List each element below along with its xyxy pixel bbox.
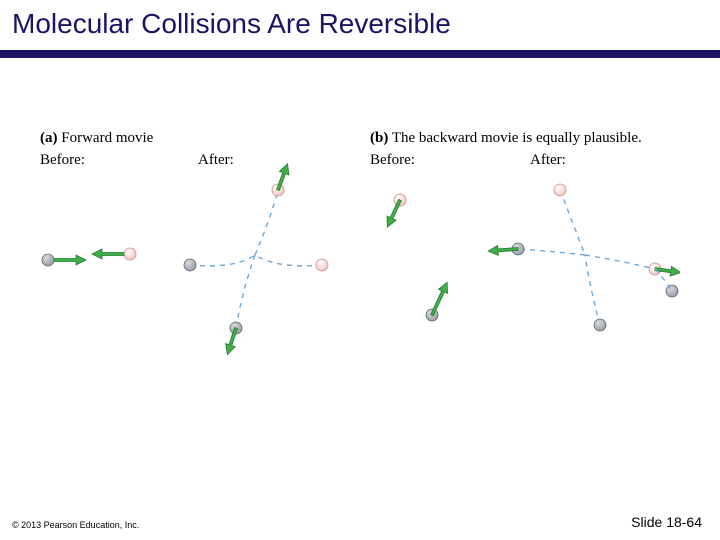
figure-svg (40, 130, 680, 380)
footer-slide-number: Slide 18-64 (631, 514, 702, 530)
footer-copyright: © 2013 Pearson Education, Inc. (12, 520, 139, 530)
figure-area: (a) Forward movie Before: After: (b) The… (40, 130, 680, 380)
slide: Molecular Collisions Are Reversible (a) … (0, 0, 720, 540)
title-rule (0, 50, 720, 58)
title-bar: Molecular Collisions Are Reversible (0, 0, 720, 50)
slide-title: Molecular Collisions Are Reversible (12, 8, 708, 40)
